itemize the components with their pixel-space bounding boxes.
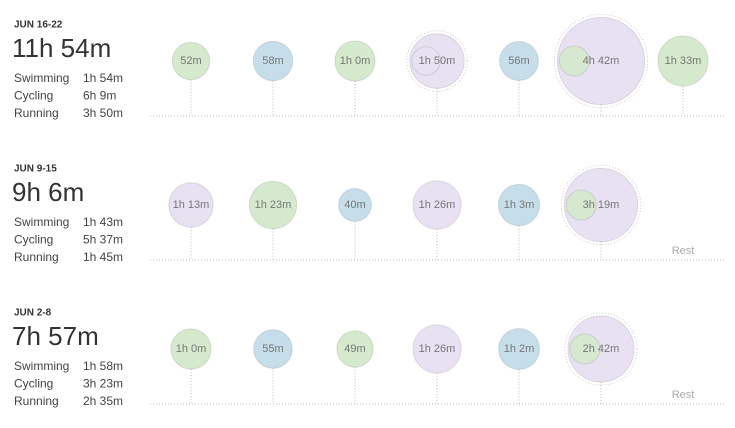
sport-duration: 1h 43m xyxy=(83,215,123,229)
sport-duration: 1h 58m xyxy=(83,359,123,373)
bubble-part xyxy=(569,333,601,365)
rest-label: Rest xyxy=(672,245,695,257)
bubble xyxy=(567,315,635,383)
sport-duration: 1h 45m xyxy=(83,250,123,264)
bubble xyxy=(171,41,211,81)
day-duration: 58m xyxy=(262,55,283,67)
bubble xyxy=(170,328,212,370)
outer-ring xyxy=(560,164,642,246)
day-duration: 55m xyxy=(262,343,283,355)
week: JUN 2-8 7h 57m Swimming 1h 58m Cycling 3h 23m… xyxy=(12,308,725,408)
sport-name: Cycling xyxy=(14,233,53,247)
sport-name: Swimming xyxy=(14,215,69,229)
day-duration: 1h 23m xyxy=(255,199,292,211)
bubble-part xyxy=(558,45,590,77)
day-duration: 56m xyxy=(508,55,529,67)
sport-name: Cycling xyxy=(14,377,53,391)
bubble xyxy=(168,182,214,228)
bubble xyxy=(334,40,376,82)
day-duration: 1h 0m xyxy=(176,343,207,355)
sport-name: Swimming xyxy=(14,71,69,85)
sport-duration: 5h 37m xyxy=(83,233,123,247)
outer-ring xyxy=(564,312,638,386)
day-duration: 1h 26m xyxy=(419,343,456,355)
bubble-part xyxy=(411,46,441,76)
day-duration: 49m xyxy=(344,343,365,355)
week-label: JUN 16-22 xyxy=(14,20,63,31)
rest-label: Rest xyxy=(672,389,695,401)
week: JUN 9-15 9h 6m Swimming 1h 43m Cycling 5h 37m… xyxy=(12,164,725,264)
bubble xyxy=(253,329,293,369)
bubble xyxy=(498,328,540,370)
outer-ring xyxy=(553,13,649,109)
week-total: 7h 57m xyxy=(12,321,99,351)
day-duration: 1h 50m xyxy=(419,55,456,67)
bubble xyxy=(556,16,646,106)
week: JUN 16-22 11h 54m Swimming 1h 54m Cycling 6h … xyxy=(12,13,725,120)
day-duration: 52m xyxy=(180,55,201,67)
day-duration: 1h 33m xyxy=(665,55,702,67)
sport-name: Cycling xyxy=(14,89,53,103)
week-label: JUN 9-15 xyxy=(14,164,57,175)
day-duration: 1h 26m xyxy=(419,199,456,211)
sport-duration: 3h 50m xyxy=(83,106,123,120)
sport-name: Swimming xyxy=(14,359,69,373)
bubble xyxy=(338,188,372,222)
bubble xyxy=(412,324,462,374)
outer-ring xyxy=(406,30,468,92)
bubble xyxy=(563,167,639,243)
day-duration: 1h 3m xyxy=(504,199,535,211)
day-duration: 1h 13m xyxy=(173,199,210,211)
week-total: 9h 6m xyxy=(12,177,84,207)
day-duration: 2h 42m xyxy=(583,343,620,355)
bubble xyxy=(252,40,294,82)
day-duration: 4h 42m xyxy=(583,55,620,67)
sport-duration: 2h 35m xyxy=(83,394,123,408)
week-label: JUN 2-8 xyxy=(14,308,52,319)
bubble-part xyxy=(565,189,597,221)
week-total: 11h 54m xyxy=(12,33,111,63)
sport-duration: 6h 9m xyxy=(83,89,116,103)
sport-name: Running xyxy=(14,106,59,120)
sport-duration: 1h 54m xyxy=(83,71,123,85)
bubble xyxy=(248,180,298,230)
day-duration: 3h 19m xyxy=(583,199,620,211)
bubble xyxy=(499,41,539,81)
day-duration: 1h 0m xyxy=(340,55,371,67)
bubble xyxy=(412,180,462,230)
day-duration: 1h 2m xyxy=(504,343,535,355)
day-duration: 40m xyxy=(344,199,365,211)
bubble xyxy=(336,330,374,368)
sport-name: Running xyxy=(14,250,59,264)
sport-name: Running xyxy=(14,394,59,408)
sport-duration: 3h 23m xyxy=(83,377,123,391)
bubble xyxy=(497,183,541,227)
bubble xyxy=(657,35,709,87)
